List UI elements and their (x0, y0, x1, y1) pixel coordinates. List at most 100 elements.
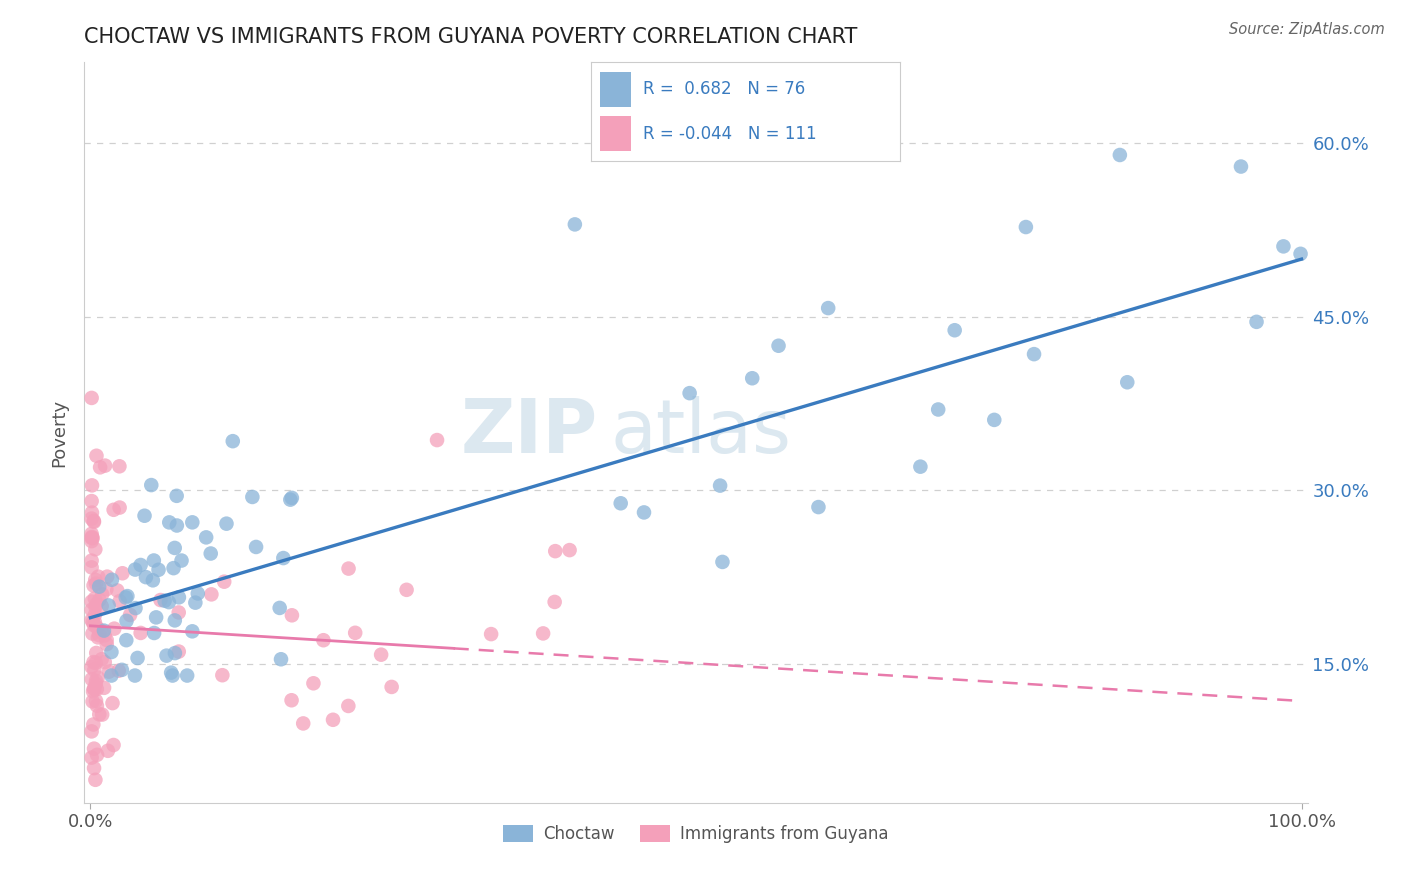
Point (83, 681, 105, 696)
Point (245, 540, 267, 554)
Point (479, 627, 502, 641)
Point (531, 626, 554, 640)
Point (240, 490, 263, 504)
Point (90, 652, 112, 666)
Point (983, 413, 1005, 427)
Text: R = -0.044   N = 111: R = -0.044 N = 111 (643, 125, 817, 143)
Point (741, 371, 763, 385)
Point (292, 716, 315, 731)
Point (162, 668, 184, 682)
Point (115, 633, 138, 648)
Point (633, 505, 655, 519)
Point (768, 339, 790, 353)
Point (80, 560, 103, 574)
Point (170, 553, 193, 567)
Point (176, 668, 198, 682)
Point (184, 596, 207, 610)
Point (107, 664, 129, 678)
Point (96, 569, 118, 583)
Point (1230, 160, 1253, 174)
Point (82, 615, 104, 630)
Point (273, 551, 295, 566)
Point (82, 684, 104, 698)
Point (211, 668, 233, 682)
Point (114, 591, 136, 605)
Point (269, 601, 291, 615)
Point (135, 570, 157, 584)
Point (80, 594, 103, 608)
Point (83, 741, 105, 756)
Point (83, 761, 105, 775)
Point (162, 561, 184, 575)
Point (101, 573, 124, 587)
Point (84, 656, 107, 670)
Point (807, 500, 830, 514)
Point (84, 772, 107, 787)
Point (215, 516, 238, 531)
Point (83, 514, 105, 528)
Point (195, 530, 218, 544)
Bar (600, 72, 631, 107)
Point (322, 713, 344, 727)
Point (117, 589, 139, 603)
Point (84, 542, 107, 557)
Point (166, 518, 188, 533)
Point (115, 614, 138, 628)
Point (93, 624, 115, 638)
Point (83, 681, 105, 696)
Point (181, 516, 204, 530)
Point (120, 607, 142, 622)
Point (212, 574, 235, 589)
Point (80, 526, 103, 541)
Point (103, 738, 125, 752)
Point (96, 632, 118, 647)
Text: Source: ZipAtlas.com: Source: ZipAtlas.com (1229, 22, 1385, 37)
Point (426, 433, 449, 447)
Point (87, 631, 110, 645)
Point (943, 323, 966, 337)
Point (1015, 220, 1038, 235)
Point (83, 618, 105, 632)
Point (1108, 148, 1130, 162)
Point (84, 576, 107, 591)
Point (80, 530, 103, 544)
Point (564, 218, 586, 232)
Point (167, 644, 190, 658)
Point (89, 707, 111, 722)
Point (337, 698, 360, 713)
Point (82, 531, 104, 545)
Point (89, 580, 111, 594)
Point (82, 717, 104, 731)
Point (1116, 376, 1139, 390)
Point (103, 503, 125, 517)
Point (84, 646, 107, 660)
Point (89, 592, 111, 607)
Point (94, 655, 117, 669)
Point (142, 574, 165, 588)
Point (94, 458, 117, 473)
Point (127, 651, 149, 665)
Point (108, 459, 131, 474)
Point (90, 599, 112, 613)
Text: atlas: atlas (610, 396, 792, 469)
Point (83, 515, 105, 529)
Point (97, 599, 120, 613)
Point (145, 610, 167, 624)
Point (84, 600, 107, 615)
Point (149, 593, 172, 607)
Bar (600, 117, 631, 151)
Point (101, 696, 124, 710)
Point (609, 496, 631, 510)
Point (87, 569, 110, 583)
Point (80, 506, 103, 520)
Point (302, 676, 325, 690)
Point (83, 591, 105, 606)
Point (91, 587, 114, 601)
Point (83, 663, 105, 677)
Point (83, 607, 105, 622)
Point (83, 578, 105, 592)
Point (86, 682, 108, 697)
Point (157, 595, 180, 609)
Point (97, 665, 120, 679)
Point (80, 531, 103, 545)
